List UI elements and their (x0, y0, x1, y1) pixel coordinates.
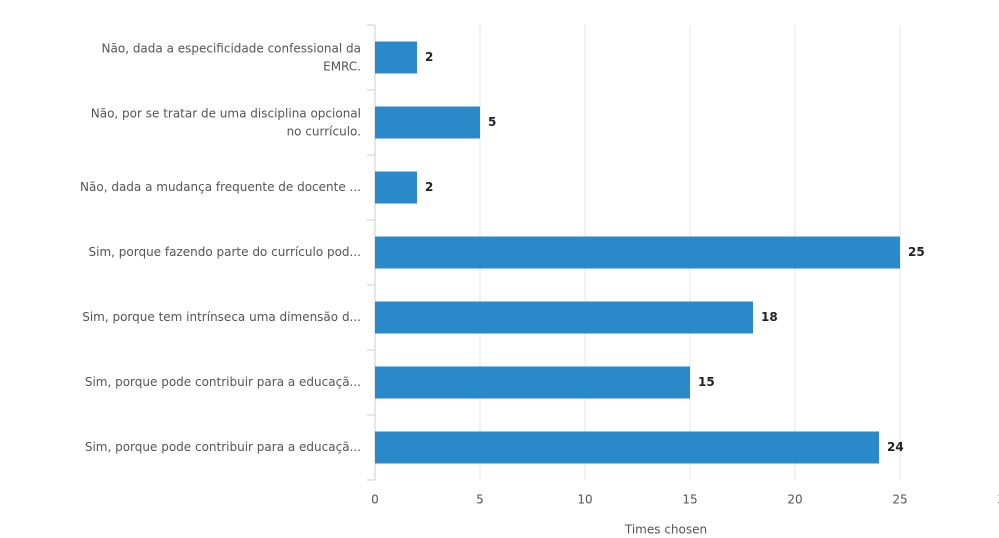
y-tick-label: Sim, porque tem intrínseca uma dimensão … (82, 310, 361, 324)
y-tick-label: Sim, porque pode contribuir para a educa… (85, 440, 361, 454)
x-axis-title: Times chosen (624, 523, 707, 537)
x-tick-label: 15 (682, 493, 697, 507)
y-tick-label: Sim, porque fazendo parte do currículo p… (89, 245, 362, 259)
y-tick-label: Não, dada a mudança frequente de docente… (80, 180, 361, 194)
data-label: 15 (698, 375, 715, 389)
x-tick-label: 5 (476, 493, 484, 507)
y-tick-label: Não, dada a especificidade confessional … (102, 41, 361, 73)
bar (375, 301, 753, 334)
data-label: 2 (425, 180, 433, 194)
x-tick-label: 30 (997, 493, 999, 507)
x-tick-label: 10 (577, 493, 592, 507)
y-tick-label: Não, por se tratar de uma disciplina opc… (91, 106, 361, 138)
data-label: 2 (425, 50, 433, 64)
x-tick-label: 25 (892, 493, 907, 507)
bar (375, 171, 417, 204)
x-tick-label: 0 (371, 493, 379, 507)
data-label: 18 (761, 310, 778, 324)
bar (375, 236, 900, 269)
bar (375, 431, 879, 464)
data-label: 5 (488, 115, 496, 129)
bar (375, 366, 690, 399)
bar (375, 106, 480, 139)
data-label: 24 (887, 440, 904, 454)
x-tick-label: 20 (787, 493, 802, 507)
y-tick-label: Sim, porque pode contribuir para a educa… (85, 375, 361, 389)
data-label: 25 (908, 245, 925, 259)
bar (375, 41, 417, 74)
